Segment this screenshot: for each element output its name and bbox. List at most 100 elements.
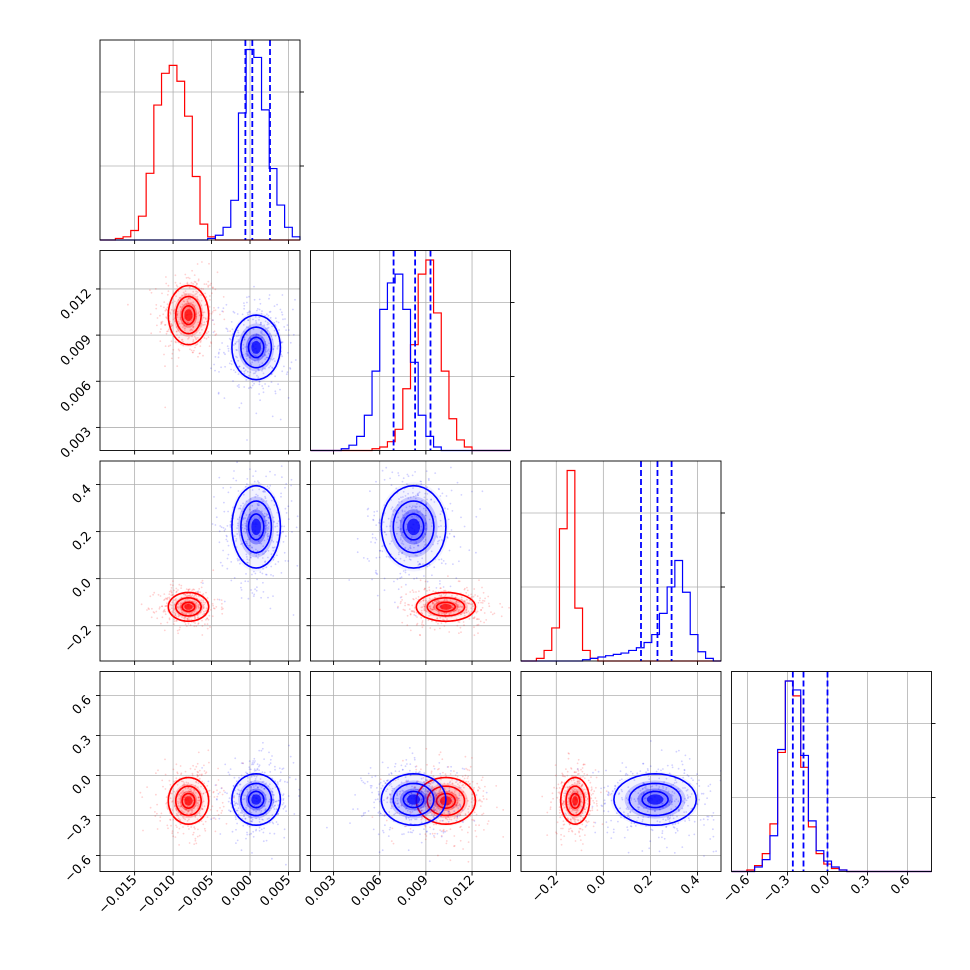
scatter-point bbox=[199, 611, 202, 614]
scatter-point bbox=[275, 808, 278, 811]
scatter-point bbox=[481, 602, 484, 604]
scatter-point bbox=[433, 604, 436, 607]
scatter-point bbox=[479, 805, 482, 807]
scatter-point bbox=[194, 622, 197, 624]
scatter-point bbox=[461, 775, 464, 778]
scatter-point bbox=[252, 809, 255, 812]
scatter-point bbox=[182, 817, 185, 820]
scatter-point bbox=[183, 796, 186, 799]
scatter-point bbox=[445, 612, 448, 615]
scatter-point bbox=[193, 789, 196, 792]
scatter-point bbox=[241, 542, 244, 545]
scatter-point bbox=[671, 790, 674, 793]
scatter-point bbox=[459, 803, 461, 806]
scatter-point bbox=[176, 314, 179, 317]
scatter-point bbox=[674, 831, 677, 834]
scatter-point bbox=[374, 537, 377, 539]
scatter-point bbox=[289, 755, 292, 758]
scatter-point bbox=[243, 338, 246, 341]
scatter-point bbox=[227, 553, 230, 556]
scatter-point bbox=[643, 786, 646, 789]
scatter-point bbox=[177, 328, 179, 331]
scatter-point bbox=[381, 550, 384, 553]
scatter-point bbox=[419, 563, 421, 566]
scatter-point bbox=[183, 325, 186, 327]
scatter-point bbox=[277, 321, 280, 324]
scatter-point bbox=[479, 508, 481, 510]
scatter-point bbox=[591, 788, 593, 791]
scatter-point bbox=[179, 316, 182, 319]
scatter-point bbox=[203, 316, 205, 319]
scatter-point bbox=[237, 788, 240, 791]
scatter-point bbox=[370, 785, 373, 787]
scatter-point bbox=[673, 782, 676, 784]
scatter-point bbox=[233, 776, 236, 779]
scatter-point bbox=[379, 778, 382, 781]
scatter-point bbox=[387, 517, 390, 520]
scatter-point bbox=[391, 789, 393, 792]
scatter-point bbox=[631, 772, 634, 775]
scatter-point bbox=[430, 499, 432, 501]
scatter-point bbox=[414, 765, 417, 768]
scatter-point bbox=[382, 831, 385, 834]
x-tick-label: 0.003 bbox=[302, 873, 339, 910]
scatter-point bbox=[627, 786, 630, 788]
scatter-point bbox=[467, 800, 469, 802]
scatter-point bbox=[573, 793, 576, 795]
scatter-point bbox=[276, 303, 278, 306]
scatter-point bbox=[253, 593, 256, 596]
scatter-point bbox=[155, 610, 158, 613]
scatter-point bbox=[161, 292, 163, 295]
scatter-point bbox=[250, 786, 253, 789]
scatter-point bbox=[424, 797, 427, 799]
scatter-point bbox=[408, 747, 411, 749]
scatter-point bbox=[153, 611, 156, 614]
scatter-point bbox=[571, 775, 574, 778]
scatter-point bbox=[285, 373, 288, 376]
scatter-point bbox=[581, 823, 584, 826]
scatter-point bbox=[574, 840, 577, 842]
scatter-point bbox=[425, 831, 428, 833]
scatter-point bbox=[499, 602, 501, 605]
scatter-point bbox=[192, 301, 195, 303]
scatter-point bbox=[420, 525, 423, 528]
scatter-point bbox=[176, 619, 178, 622]
scatter-point bbox=[183, 327, 186, 330]
scatter-point bbox=[231, 328, 234, 331]
scatter-point bbox=[432, 608, 435, 611]
scatter-point bbox=[657, 788, 660, 790]
scatter-point bbox=[462, 783, 465, 786]
scatter-point bbox=[421, 790, 423, 793]
scatter-point bbox=[629, 810, 632, 813]
scatter-point bbox=[171, 301, 174, 304]
scatter-point bbox=[180, 343, 183, 346]
scatter-point bbox=[246, 353, 249, 356]
scatter-point bbox=[282, 767, 285, 770]
scatter-point bbox=[187, 338, 189, 340]
scatter-point bbox=[579, 819, 582, 822]
scatter-point bbox=[268, 297, 270, 300]
scatter-point bbox=[205, 332, 208, 335]
scatter-point bbox=[430, 525, 433, 528]
scatter-point bbox=[197, 279, 200, 282]
scatter-point bbox=[196, 343, 199, 346]
scatter-point bbox=[456, 815, 459, 818]
scatter-point bbox=[453, 770, 455, 772]
contour-line bbox=[247, 336, 265, 359]
scatter-point bbox=[242, 798, 245, 801]
scatter-point bbox=[457, 620, 460, 623]
scatter-point bbox=[414, 554, 417, 557]
scatter-point bbox=[424, 533, 427, 536]
scatter-point bbox=[457, 603, 460, 606]
scatter-point bbox=[465, 592, 468, 594]
scatter-point bbox=[294, 359, 297, 361]
scatter-point bbox=[541, 795, 544, 798]
scatter-point bbox=[190, 612, 193, 615]
scatter-point bbox=[163, 608, 166, 611]
scatter-point bbox=[191, 809, 194, 812]
scatter-point bbox=[272, 547, 275, 549]
scatter-point bbox=[468, 617, 471, 620]
scatter-point bbox=[263, 355, 266, 357]
scatter-point bbox=[267, 785, 270, 787]
scatter-point bbox=[447, 814, 449, 817]
